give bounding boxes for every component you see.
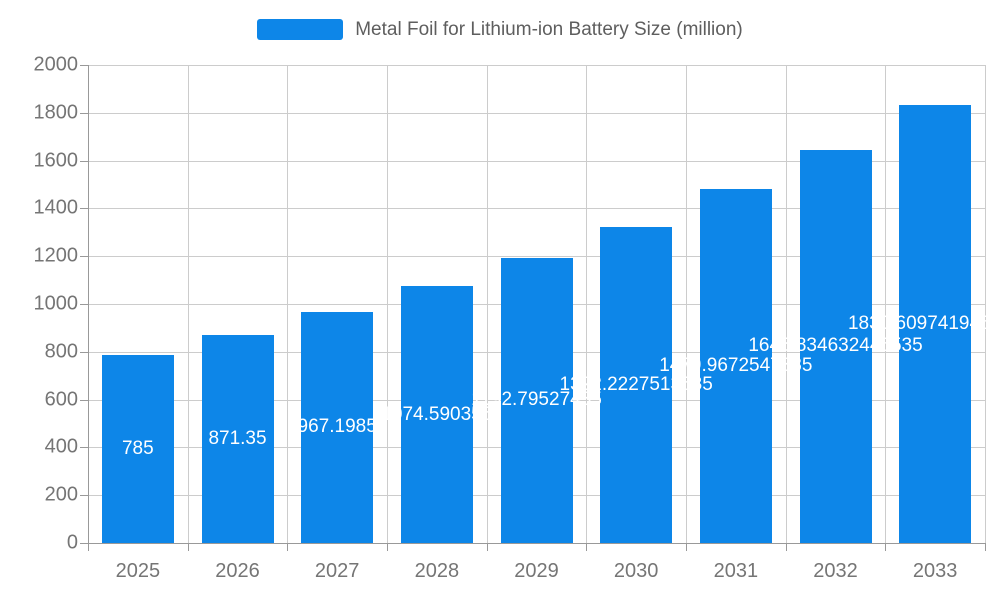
bar-value-label: 1074.590356 — [381, 403, 493, 425]
gridline-vertical — [686, 65, 687, 543]
x-axis-tick — [187, 543, 189, 551]
x-axis-category-label: 2033 — [912, 560, 958, 582]
bar-2025[interactable] — [101, 355, 174, 543]
bar-value-label: 871.35 — [208, 427, 267, 449]
bar-2031[interactable] — [699, 189, 772, 543]
bar-value-label: 1322.2227513535 — [559, 373, 713, 395]
bar-value-label: 785 — [121, 438, 154, 460]
x-axis-category-label: 2027 — [314, 560, 360, 582]
x-axis-category-label: 2032 — [813, 560, 858, 582]
legend-swatch-icon — [257, 19, 344, 40]
gridline-vertical — [885, 65, 887, 543]
y-axis-tick-label: 1200 — [33, 244, 79, 267]
bar-value-label: 1192.79527435 — [471, 389, 602, 411]
bar-2030[interactable] — [600, 226, 673, 543]
y-axis-tick — [80, 160, 88, 162]
bar-value-label: 1479.9672547385 — [659, 355, 813, 377]
y-axis-tick — [80, 495, 88, 497]
y-axis-tick — [80, 304, 88, 305]
bar-2033[interactable] — [899, 105, 972, 543]
gridline-horizontal — [88, 256, 985, 258]
chart-legend[interactable]: Metal Foil for Lithium-ion Battery Size … — [0, 19, 1000, 40]
x-axis-category-label: 2031 — [713, 560, 759, 582]
x-axis-tick — [785, 543, 787, 551]
y-axis-tick — [80, 351, 88, 353]
x-axis-tick — [686, 543, 687, 551]
x-axis-category-label: 2025 — [115, 560, 161, 582]
bar-value-label: 1645.834632446535 — [748, 335, 923, 357]
bar-2027[interactable] — [301, 311, 374, 543]
gridline-horizontal — [88, 208, 985, 210]
x-axis-category-label: 2029 — [514, 560, 559, 582]
y-axis-tick — [80, 399, 88, 401]
gridline-horizontal — [88, 65, 985, 66]
y-axis-tick-label: 1800 — [33, 101, 79, 124]
y-axis-line — [88, 65, 89, 543]
y-axis-tick-label: 1600 — [33, 149, 79, 172]
bar-value-label: 1830.609741946535 — [847, 313, 1000, 335]
x-axis-tick — [985, 543, 986, 551]
gridline-vertical — [187, 65, 189, 543]
x-axis-tick — [885, 543, 887, 551]
legend-series-label: Metal Foil for Lithium-ion Battery Size … — [355, 19, 743, 40]
y-axis-tick-label: 1000 — [33, 292, 79, 315]
gridline-horizontal — [88, 160, 985, 162]
gridline-vertical — [387, 65, 388, 543]
x-axis-tick — [387, 543, 388, 551]
gridline-horizontal — [88, 112, 985, 114]
y-axis-tick — [80, 447, 88, 449]
gridline-vertical — [287, 65, 289, 543]
y-axis-tick-label: 0 — [66, 531, 78, 554]
gridline-vertical — [985, 65, 986, 543]
y-axis-tick-label: 2000 — [33, 53, 79, 76]
x-axis-line — [88, 543, 986, 544]
bar-2028[interactable] — [400, 286, 473, 543]
y-axis-tick — [80, 112, 88, 114]
x-axis-category-label: 2026 — [215, 560, 260, 582]
x-axis-tick — [88, 543, 89, 551]
y-axis-tick-label: 400 — [44, 435, 78, 458]
y-axis-tick-label: 1400 — [33, 196, 79, 219]
bar-2026[interactable] — [201, 334, 274, 543]
y-axis-tick — [80, 543, 88, 544]
x-axis-category-label: 2028 — [414, 560, 460, 582]
gridline-vertical — [586, 65, 588, 543]
x-axis-tick — [586, 543, 588, 551]
gridline-vertical — [785, 65, 787, 543]
x-axis-tick — [486, 543, 488, 551]
bar-value-label: 967.1985 — [297, 416, 377, 438]
y-axis-tick — [80, 65, 88, 66]
y-axis-tick — [80, 208, 88, 210]
bar-2032[interactable] — [799, 149, 872, 543]
y-axis-tick-label: 600 — [44, 388, 78, 411]
x-axis-tick — [287, 543, 289, 551]
y-axis-tick-label: 800 — [44, 340, 78, 363]
x-axis-category-label: 2030 — [613, 560, 659, 582]
y-axis-tick-label: 200 — [44, 483, 78, 506]
y-axis-tick — [80, 256, 88, 258]
gridline-vertical — [486, 65, 488, 543]
bar-2029[interactable] — [500, 257, 573, 543]
